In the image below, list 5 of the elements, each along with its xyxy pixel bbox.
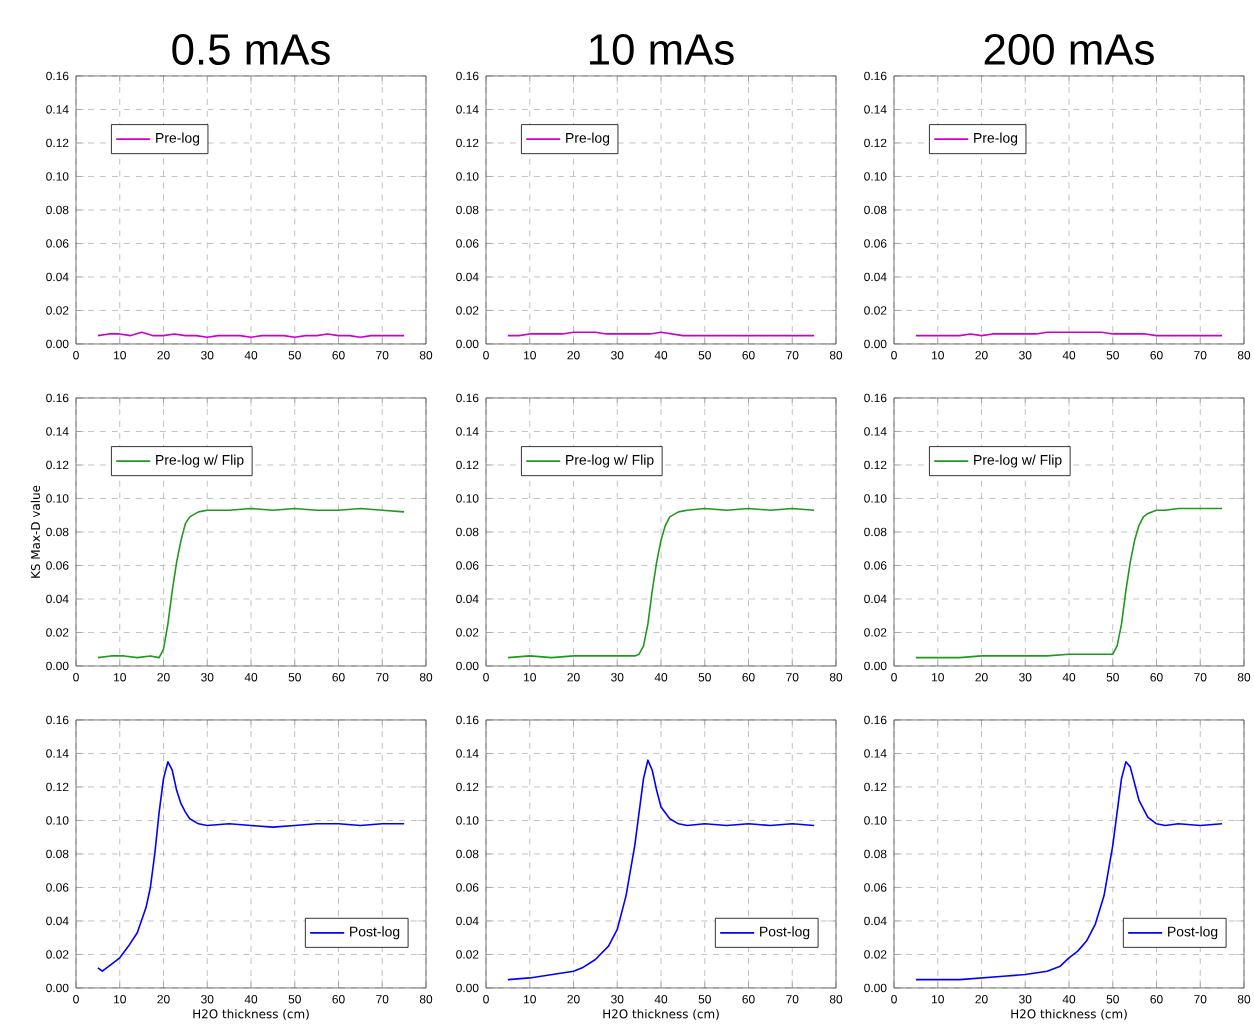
chart-title: 10 mAs [590, 33, 734, 65]
chart-title: 0.5 mAs [172, 33, 330, 65]
chart-title: 200 mAs [984, 33, 1154, 65]
line-series [97, 507, 405, 659]
line-series [97, 761, 405, 973]
